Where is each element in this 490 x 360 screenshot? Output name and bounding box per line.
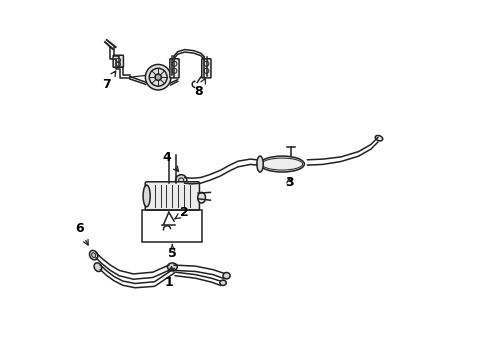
Ellipse shape (94, 263, 102, 271)
FancyBboxPatch shape (113, 55, 123, 67)
Ellipse shape (143, 185, 150, 207)
Ellipse shape (220, 280, 226, 285)
Ellipse shape (257, 156, 263, 172)
Circle shape (175, 175, 187, 186)
FancyBboxPatch shape (202, 59, 211, 78)
Ellipse shape (197, 192, 205, 203)
Text: 5: 5 (168, 244, 177, 260)
Ellipse shape (168, 263, 177, 271)
Text: 3: 3 (285, 176, 294, 189)
FancyBboxPatch shape (145, 182, 199, 210)
Text: 2: 2 (175, 206, 189, 219)
Text: 6: 6 (75, 222, 88, 245)
Text: 7: 7 (102, 71, 116, 91)
Text: 4: 4 (163, 151, 178, 171)
Text: 8: 8 (195, 78, 205, 98)
Ellipse shape (90, 251, 98, 260)
FancyBboxPatch shape (170, 59, 179, 78)
Circle shape (146, 64, 171, 90)
Text: 1: 1 (165, 267, 173, 289)
Ellipse shape (375, 135, 383, 141)
Ellipse shape (260, 156, 304, 172)
Circle shape (155, 74, 161, 80)
Ellipse shape (223, 273, 230, 279)
